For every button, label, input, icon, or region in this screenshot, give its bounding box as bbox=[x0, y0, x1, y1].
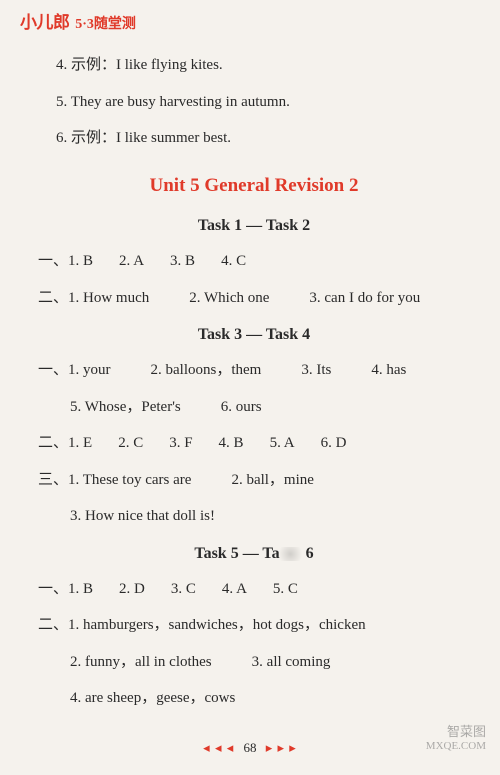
line-number: 6. bbox=[56, 130, 71, 146]
brand-logo: 小儿郎 bbox=[20, 13, 70, 32]
answer-item: 5. Whose，Peter's bbox=[70, 399, 181, 415]
footer-page-num: 68 bbox=[244, 740, 257, 755]
watermark: 智菜图 MXQE.COM bbox=[426, 724, 486, 753]
answer-item: 4. A bbox=[222, 581, 247, 597]
brand-subtitle: 5·3随堂测 bbox=[75, 17, 136, 32]
intro-line: 4. 示例：I like flying kites. bbox=[56, 54, 470, 77]
line-number: 4. bbox=[56, 57, 71, 73]
line-text: I like flying kites. bbox=[116, 57, 223, 73]
heading-part: Task 5 — Ta bbox=[194, 545, 279, 562]
answer-row: 二、1. hamburgers，sandwiches，hot dogs，chic… bbox=[38, 614, 470, 637]
answer-row-cont: 4. are sheep，geese，cows bbox=[70, 687, 470, 710]
intro-lines: 4. 示例：I like flying kites.5. They are bu… bbox=[38, 54, 470, 150]
answer-item: 5. C bbox=[273, 581, 298, 597]
answer-item: 2. funny，all in clothes bbox=[70, 654, 212, 670]
answer-item: 2. C bbox=[118, 435, 143, 451]
answer-item: 2. A bbox=[119, 253, 144, 269]
section-label: 一、 bbox=[38, 359, 68, 382]
content-area: 4. 示例：I like flying kites.5. They are bu… bbox=[38, 18, 470, 710]
answer-item: 3. can I do for you bbox=[309, 290, 420, 306]
page-body: 4. 示例：I like flying kites.5. They are bu… bbox=[0, 0, 500, 710]
answer-row-cont: 5. Whose，Peter's 6. ours bbox=[70, 396, 470, 419]
footer-right-dots: ▸ ▸ ▸ bbox=[266, 740, 297, 755]
example-label: 示例： bbox=[71, 130, 116, 146]
task-heading: Task 3 — Task 4 bbox=[38, 323, 470, 347]
answer-item: 4. B bbox=[219, 435, 244, 451]
answer-item: 4. has bbox=[371, 362, 406, 378]
answer-item: 2. ball，mine bbox=[231, 472, 314, 488]
answer-item: 3. F bbox=[169, 435, 192, 451]
answer-item: 1. These toy cars are bbox=[68, 472, 191, 488]
answer-item: 3. Its bbox=[301, 362, 331, 378]
answer-item: 1. B bbox=[68, 581, 93, 597]
answer-row: 一、1. B 2. A 3. B 4. C bbox=[38, 250, 470, 273]
answer-item: 3. all coming bbox=[252, 654, 331, 670]
answer-item: 6. ours bbox=[221, 399, 262, 415]
sections-container: Task 1 — Task 2一、1. B2. A3. B4. C二、1. Ho… bbox=[38, 214, 470, 710]
footer-left-dots: ◂ ◂ ◂ bbox=[203, 740, 234, 755]
answer-item: 1. How much bbox=[68, 290, 149, 306]
answer-item: 3. How nice that doll is! bbox=[70, 508, 215, 524]
section-label: 三、 bbox=[38, 469, 68, 492]
answer-item: 1. hamburgers，sandwiches，hot dogs，chicke… bbox=[68, 617, 366, 633]
answer-item: 2. Which one bbox=[189, 290, 269, 306]
answer-row-cont: 2. funny，all in clothes 3. all coming bbox=[70, 651, 470, 674]
answer-item: 1. E bbox=[68, 435, 92, 451]
smudge-icon bbox=[280, 547, 306, 561]
brand-header: 小儿郎 5·3随堂测 bbox=[20, 10, 136, 36]
answer-item: 3. B bbox=[170, 253, 195, 269]
section-label: 二、 bbox=[38, 614, 68, 637]
answer-row: 一、1. your 2. balloons，them 3. Its 4. has bbox=[38, 359, 470, 382]
answer-item: 3. C bbox=[171, 581, 196, 597]
line-text: I like summer best. bbox=[116, 130, 231, 146]
answer-item: 5. A bbox=[270, 435, 295, 451]
watermark-line1: 智菜图 bbox=[426, 724, 486, 740]
intro-line: 5. They are busy harvesting in autumn. bbox=[56, 91, 470, 114]
answer-row: 三、1. These toy cars are 2. ball，mine bbox=[38, 469, 470, 492]
unit-title: Unit 5 General Revision 2 bbox=[38, 172, 470, 201]
line-number: 5. bbox=[56, 94, 71, 110]
answer-item: 2. balloons，them bbox=[151, 362, 262, 378]
section-label: 一、 bbox=[38, 250, 68, 273]
answer-row: 一、1. B 2. D 3. C 4. A 5. C bbox=[38, 578, 470, 601]
answer-item: 2. D bbox=[119, 581, 145, 597]
answer-row: 二、1. How much 2. Which one 3. can I do for… bbox=[38, 287, 470, 310]
answer-item: 4. C bbox=[221, 253, 246, 269]
example-label: 示例： bbox=[71, 57, 116, 73]
task-heading: Task 5 — Ta 6 bbox=[38, 542, 470, 566]
task-heading: Task 1 — Task 2 bbox=[38, 214, 470, 238]
answer-row-cont: 3. How nice that doll is! bbox=[70, 505, 470, 528]
answer-item: 1. your bbox=[68, 362, 111, 378]
answer-row: 二、1. E 2. C 3. F 4. B 5. A 6. D bbox=[38, 432, 470, 455]
section-label: 二、 bbox=[38, 287, 68, 310]
section-label: 一、 bbox=[38, 578, 68, 601]
section-label: 二、 bbox=[38, 432, 68, 455]
heading-part: 6 bbox=[306, 545, 314, 562]
answer-item: 6. D bbox=[321, 435, 347, 451]
answer-item: 4. are sheep，geese，cows bbox=[70, 690, 235, 706]
line-text: They are busy harvesting in autumn. bbox=[71, 94, 290, 110]
intro-line: 6. 示例：I like summer best. bbox=[56, 127, 470, 150]
answer-item: 1. B bbox=[68, 253, 93, 269]
watermark-line2: MXQE.COM bbox=[426, 740, 486, 753]
